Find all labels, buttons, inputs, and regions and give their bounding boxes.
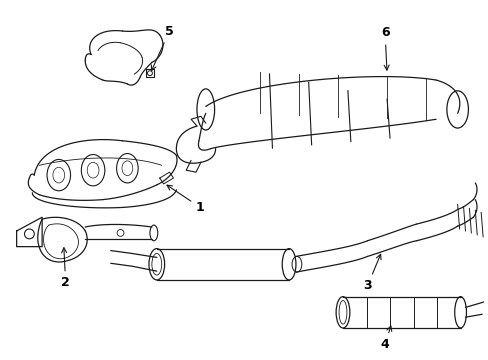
- Text: 2: 2: [61, 248, 70, 289]
- Text: 1: 1: [167, 185, 204, 214]
- Text: 4: 4: [380, 326, 391, 351]
- Text: 6: 6: [380, 27, 388, 70]
- Text: 5: 5: [151, 24, 174, 71]
- Text: 3: 3: [363, 254, 380, 292]
